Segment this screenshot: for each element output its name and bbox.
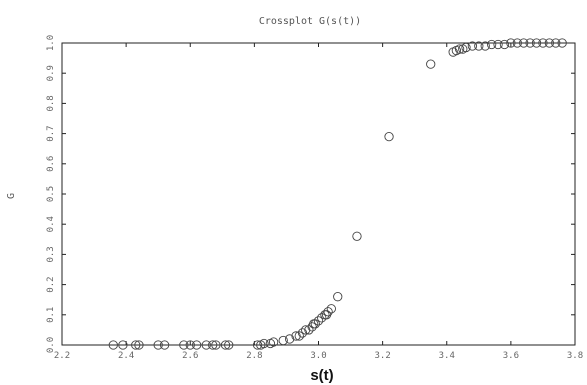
data-point [278, 335, 288, 346]
data-point [211, 340, 221, 350]
data-point [259, 338, 269, 349]
y-tick-label: 0.7 [46, 125, 56, 141]
data-point [519, 38, 529, 48]
y-axis-label: G [6, 193, 17, 199]
data-point [506, 38, 516, 48]
data-point [454, 44, 465, 54]
data-point [118, 340, 128, 350]
data-point [557, 38, 567, 48]
x-tick-label: 3.6 [503, 351, 519, 361]
data-point [201, 340, 211, 350]
x-tick-label: 2.2 [54, 351, 70, 361]
data-point [252, 340, 263, 350]
data-point [323, 307, 333, 317]
data-point [108, 340, 118, 350]
data-point [291, 331, 301, 341]
y-tick-label: 0.4 [46, 216, 56, 232]
data-point [192, 340, 202, 350]
data-point [493, 39, 503, 50]
data-point [208, 340, 218, 350]
data-point [310, 319, 320, 329]
data-point [220, 340, 231, 350]
data-point [304, 325, 314, 335]
data-point [268, 337, 279, 347]
data-point [131, 340, 141, 350]
data-point [317, 313, 327, 323]
data-point [297, 328, 308, 338]
data-point [426, 59, 436, 69]
data-point [301, 325, 311, 335]
x-tick-label: 3.4 [439, 351, 455, 361]
data-point [313, 316, 324, 326]
y-tick-label: 0.6 [46, 156, 56, 172]
data-point [224, 340, 234, 350]
y-tick-label: 0.3 [46, 246, 56, 262]
data-point [538, 38, 548, 48]
data-point [134, 340, 144, 350]
data-point [486, 39, 497, 50]
x-tick-label: 3.0 [310, 351, 326, 361]
data-point [480, 41, 490, 51]
data-point [179, 340, 189, 350]
x-axis-label: s(t) [310, 367, 333, 384]
data-point [153, 340, 163, 350]
x-tick-label: 2.4 [118, 351, 134, 361]
x-tick-label: 3.2 [374, 351, 390, 361]
data-point [294, 331, 304, 341]
data-point [512, 38, 522, 48]
y-tick-label: 0.0 [46, 337, 56, 353]
data-point [326, 304, 336, 314]
data-point [185, 340, 195, 350]
data-point [461, 42, 471, 53]
data-point [467, 41, 478, 51]
data-point [544, 38, 554, 48]
x-tick-label: 2.6 [182, 351, 198, 361]
data-point [384, 131, 394, 142]
y-tick-label: 0.2 [46, 276, 56, 292]
data-point [352, 231, 362, 241]
y-tick-label: 1.0 [46, 35, 56, 51]
y-tick-label: 0.1 [46, 307, 56, 323]
chart-title: Crossplot G(s(t)) [259, 16, 361, 27]
data-point [499, 39, 510, 50]
x-axis-ticks: 2.2 2.4 2.6 2.8 3.0 3.2 3.4 3.6 3.8 [54, 43, 583, 361]
plot-frame [61, 42, 576, 346]
data-point [284, 334, 295, 344]
y-tick-label: 0.5 [46, 186, 56, 202]
x-tick-label: 3.8 [567, 351, 583, 361]
y-tick-label: 0.8 [46, 95, 56, 111]
x-tick-label: 2.8 [246, 351, 262, 361]
y-axis-ticks: 0.0 0.1 0.2 0.3 0.4 0.5 0.6 0.7 0.8 0.9 1.0 [46, 35, 575, 353]
data-point [333, 292, 343, 302]
data-point [159, 340, 170, 350]
data-point [474, 41, 484, 51]
data-point [525, 38, 535, 48]
data-point [551, 38, 561, 48]
data-points [108, 38, 567, 350]
data-point [531, 38, 542, 48]
y-tick-label: 0.9 [46, 65, 56, 81]
